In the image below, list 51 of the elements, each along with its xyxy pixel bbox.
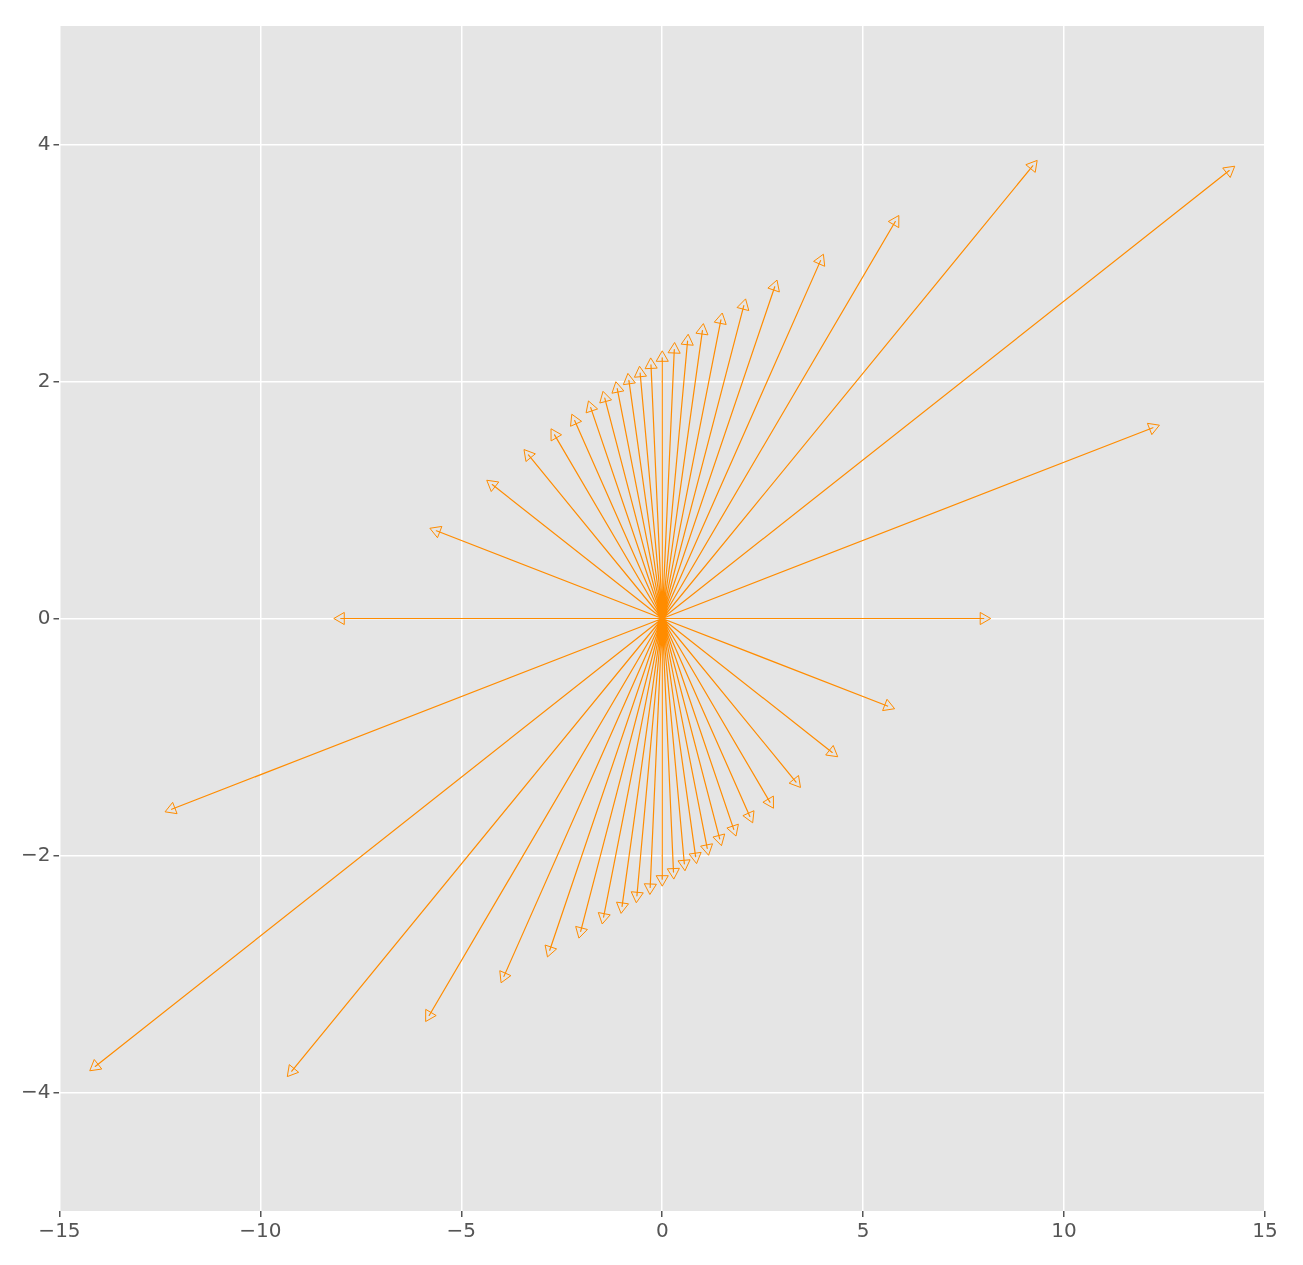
- point: [655, 350, 669, 362]
- point: [680, 333, 694, 346]
- point: [575, 925, 588, 939]
- y-tick-label: 2: [37, 367, 51, 392]
- point: [611, 381, 625, 394]
- point: [726, 823, 739, 837]
- point: [164, 801, 178, 815]
- point: [813, 253, 826, 267]
- x-tick-label: −15: [38, 1218, 81, 1243]
- point: [712, 833, 726, 847]
- point: [570, 413, 583, 427]
- point: [1025, 159, 1038, 173]
- y-tick-label: −2: [21, 841, 51, 866]
- point: [544, 944, 558, 958]
- point: [667, 342, 681, 354]
- point: [622, 372, 636, 386]
- y-tick-label: 0: [37, 604, 51, 629]
- point: [616, 901, 630, 914]
- point: [1222, 165, 1236, 178]
- point: [550, 428, 563, 442]
- x-tick-label: 5: [856, 1218, 870, 1243]
- point: [736, 298, 750, 312]
- point: [887, 214, 900, 229]
- point: [599, 390, 613, 404]
- point: [585, 400, 599, 414]
- point: [713, 312, 727, 325]
- point: [1146, 422, 1160, 436]
- point: [688, 851, 702, 865]
- point: [788, 774, 801, 788]
- point: [767, 279, 780, 293]
- point: [700, 843, 714, 856]
- point: [89, 1059, 103, 1072]
- point: [666, 867, 680, 880]
- y-tick-label: −4: [21, 1078, 51, 1103]
- x-tick-label: 15: [1252, 1218, 1278, 1243]
- point: [643, 883, 657, 895]
- point: [655, 875, 669, 887]
- point: [882, 698, 896, 712]
- y-tick-label: 4: [37, 130, 51, 155]
- x-tick-label: 10: [1051, 1218, 1077, 1243]
- x-tick-label: −10: [239, 1218, 282, 1243]
- x-tick-label: 0: [655, 1218, 669, 1243]
- point: [429, 525, 443, 539]
- point: [633, 365, 647, 378]
- point: [486, 479, 500, 493]
- point: [742, 810, 755, 824]
- point: [286, 1064, 300, 1078]
- x-tick-label: −5: [446, 1218, 477, 1243]
- point: [825, 744, 839, 758]
- point: [425, 1008, 437, 1023]
- point: [762, 795, 774, 809]
